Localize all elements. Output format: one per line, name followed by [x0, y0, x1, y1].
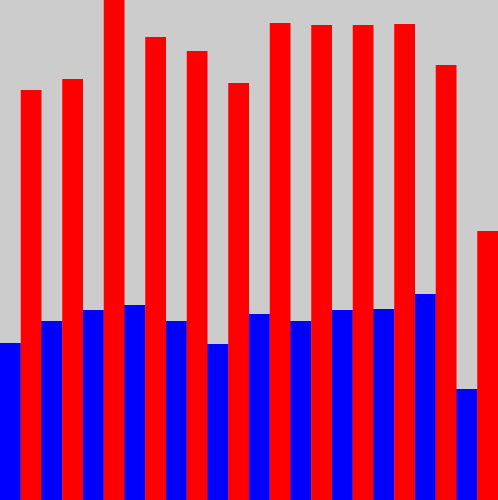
- bar: [186, 51, 208, 500]
- bar: [394, 24, 415, 500]
- bar: [0, 343, 21, 500]
- bar: [83, 310, 104, 500]
- bar: [62, 79, 83, 500]
- bar: [456, 389, 478, 500]
- bar: [311, 25, 332, 500]
- bar: [435, 65, 457, 500]
- bar: [477, 231, 498, 500]
- bar: [290, 321, 312, 500]
- bar: [228, 83, 249, 500]
- bar: [41, 321, 63, 500]
- bar: [332, 310, 353, 500]
- bar: [103, 0, 125, 500]
- bar: [373, 309, 395, 500]
- bar: [249, 314, 270, 500]
- bar: [352, 25, 374, 500]
- bar: [145, 37, 166, 500]
- bar: [207, 344, 229, 500]
- bar: [20, 90, 42, 500]
- bar: [415, 294, 436, 500]
- bar: [124, 305, 146, 500]
- bar: [166, 321, 187, 500]
- bar: [269, 23, 291, 500]
